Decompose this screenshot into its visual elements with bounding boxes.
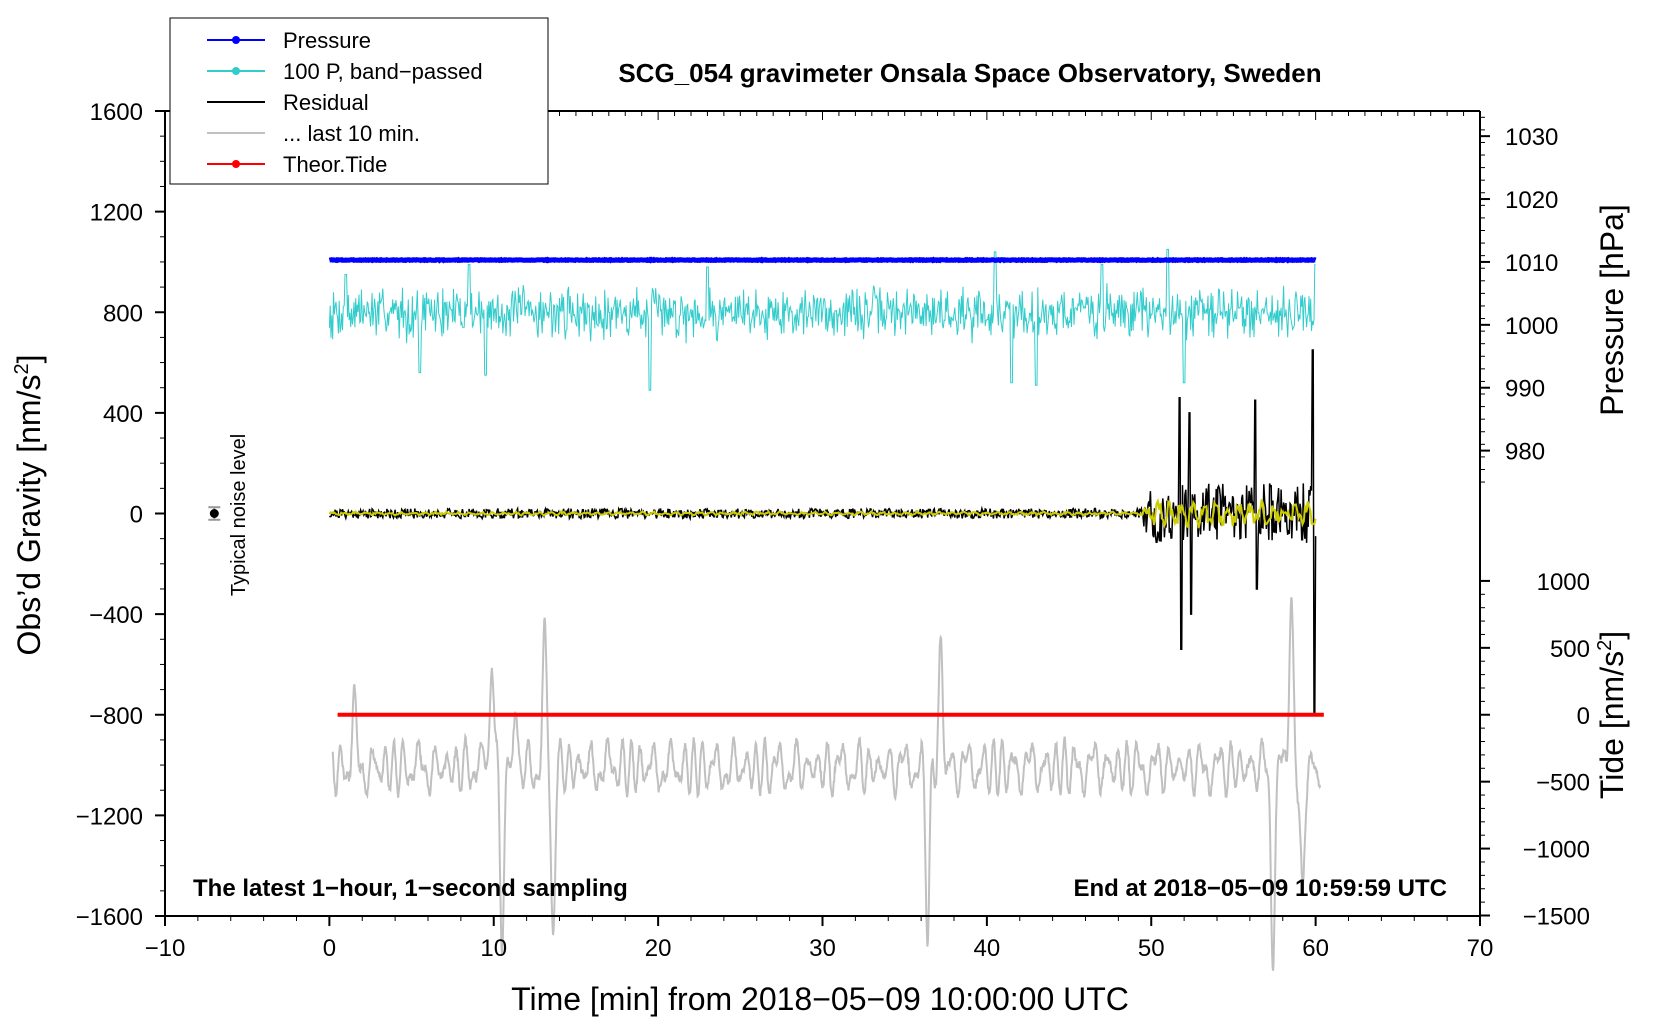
pressure-axis-tick-label: 990 [1505,376,1545,403]
series-band-passed-line [328,248,1316,391]
series-pressure-line [328,256,1317,264]
tide-axis-tick-label: 0 [1577,703,1590,730]
y-axis-tick-label: −400 [89,602,143,629]
legend-label: Pressure [283,28,371,53]
series-last-10-min-line [331,597,1322,971]
pressure-axis-tick-label: 1030 [1505,124,1558,151]
x-axis-tick-label: 30 [809,935,836,962]
legend-swatch-marker [232,160,240,168]
pressure-axis-tick-label: 1020 [1505,187,1558,214]
y-axis-tick-label: −1600 [76,904,143,931]
y-axis-tick-label: 1200 [90,200,143,227]
x-axis-tick-label: −10 [145,935,186,962]
y-axis-title-gravity-text: Obs’d Gravity [nm/s [11,375,47,656]
noise-level-label: Typical noise level [228,434,250,596]
y-axis-tick-label: −800 [89,703,143,730]
note-latest-hour: The latest 1−hour, 1−second sampling [193,875,628,902]
x-axis-tick-label: 70 [1467,935,1494,962]
y-axis-title-tide-text: Tide [nm/s [1594,651,1630,799]
x-axis-title: Time [min] from 2018−05−09 10:00:00 UTC [511,981,1129,1017]
y-axis-tick-label: 1600 [90,99,143,126]
tide-axis-tick-label: −500 [1536,770,1590,797]
note-end-time: End at 2018−05−09 10:59:59 UTC [1073,875,1447,902]
legend-swatch-marker [232,67,240,75]
pressure-axis-tick-label: 980 [1505,439,1545,466]
x-axis-tick-label: 10 [480,935,507,962]
series-residual-line [328,349,1317,716]
x-axis-tick-label: 0 [323,935,336,962]
y-axis-title-gravity-sup: 2 [11,363,33,374]
legend: Pressure 100 P, band−passed Residual ... la… [169,17,549,185]
x-axis-tick-label: 60 [1302,935,1329,962]
y-axis-title-pressure: Pressure [hPa] [1594,204,1630,416]
y-axis-title-tide-end: ] [1594,631,1630,640]
chart-title: SCG_054 gravimeter Onsala Space Observat… [618,58,1321,88]
y-axis-title-gravity-end: ] [11,355,47,364]
y-axis-tick-label: −1200 [76,803,143,830]
noise-marker-point [209,509,219,518]
data-layer [208,248,1324,971]
y-axis-title-tide: Tide [nm/s2] [1594,631,1630,799]
y-axis-title-tide-sup: 2 [1594,640,1616,651]
tide-axis-tick-label: −1500 [1523,903,1590,930]
x-axis-tick-label: 50 [1138,935,1165,962]
tide-axis-tick-label: 500 [1550,636,1590,663]
tide-axis-tick-label: 1000 [1537,569,1590,596]
legend-label: Residual [283,90,369,115]
x-axis-tick-label: 20 [645,935,672,962]
y-axis-tick-label: 0 [130,502,143,529]
pressure-axis-tick-label: 1000 [1505,313,1558,340]
y-axis-tick-label: 800 [103,300,143,327]
pressure-axis-tick-label: 1010 [1505,250,1558,277]
series-residual-smoothed-line [328,497,1317,529]
legend-swatch-marker [232,36,240,44]
legend-label: Theor.Tide [283,152,387,177]
y-axis-tick-label: 400 [103,401,143,428]
legend-label: ... last 10 min. [283,121,420,146]
legend-label: 100 P, band−passed [283,59,483,84]
axes-layer: −10 0 10 20 30 40 50 60 70160012008004000−400−80… [76,99,1590,962]
y-axis-title-gravity: Obs’d Gravity [nm/s2] [11,355,47,656]
tide-axis-tick-label: −1000 [1523,837,1590,864]
x-axis-tick-label: 40 [974,935,1001,962]
